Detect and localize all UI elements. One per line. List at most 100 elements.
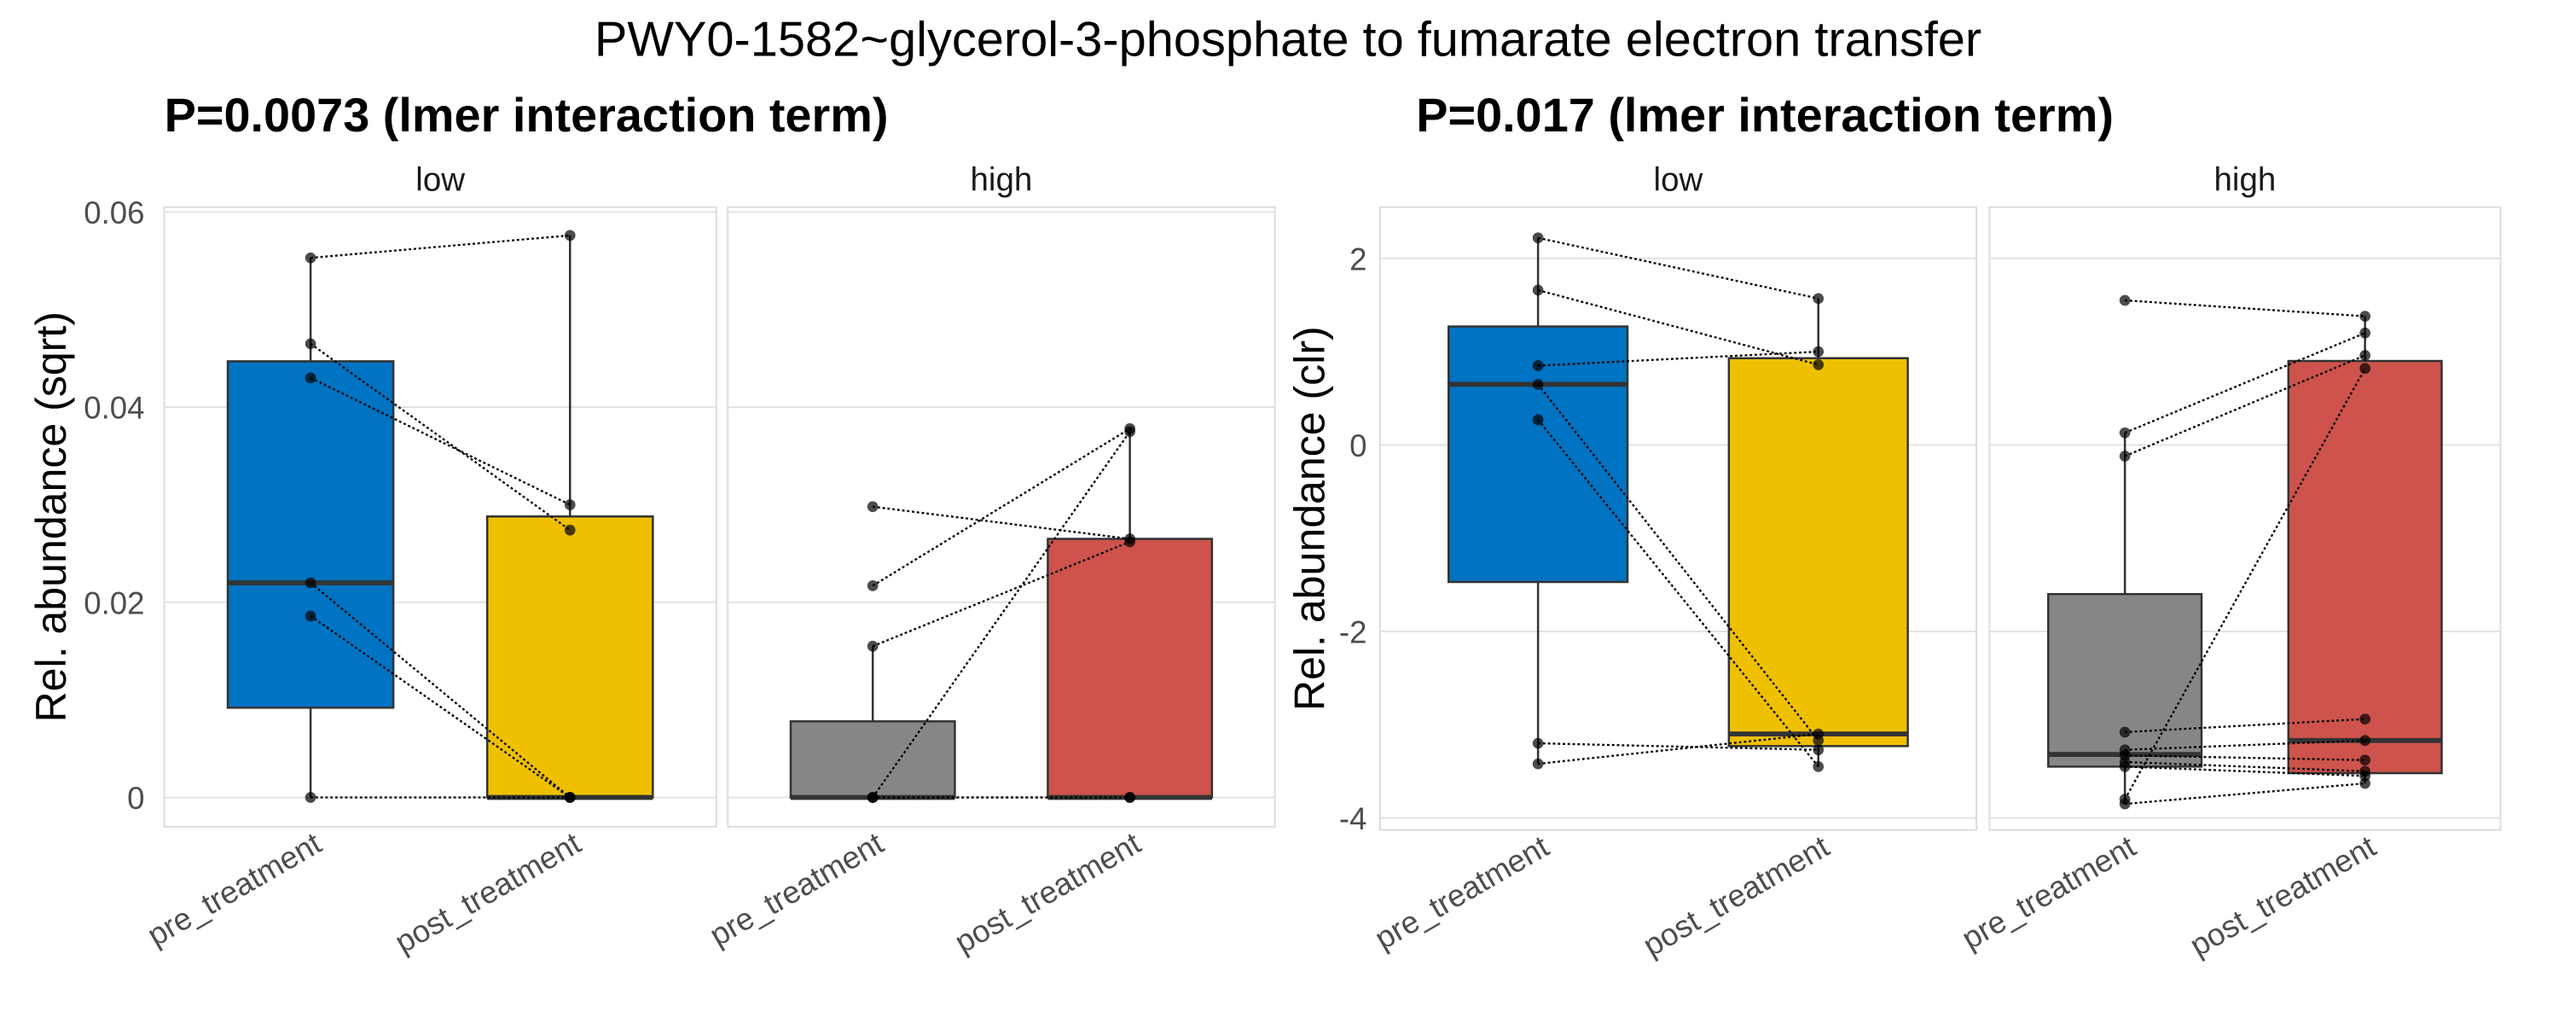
y-tick-label: -4	[1339, 801, 1367, 836]
data-point	[1532, 360, 1544, 371]
pair-line	[2125, 739, 2365, 751]
strip-label: high	[2213, 161, 2276, 198]
pair-line	[310, 376, 571, 506]
data-point	[1124, 792, 1135, 803]
data-point	[867, 792, 879, 803]
y-tick-label: 0.02	[84, 585, 144, 620]
x-tick-label: pre_treatment	[1956, 829, 2142, 956]
pair-line	[2124, 332, 2366, 434]
left-subtitle: P=0.0073 (lmer interaction term)	[165, 88, 889, 142]
strip-label: low	[415, 161, 465, 198]
x-tick-label: pre_treatment	[1369, 829, 1555, 956]
data-point	[2119, 294, 2131, 306]
plots: Rel. abundance (sqrt) 0 0.02 0.04 0.06 low pre…	[27, 161, 2502, 963]
box	[485, 515, 654, 799]
pair-line	[1537, 383, 1819, 742]
pair-line	[2125, 299, 2365, 317]
pair-line	[2125, 765, 2365, 777]
x-tick-label: pre_treatment	[704, 825, 890, 952]
pair-line	[1537, 236, 1819, 300]
data-point	[2359, 777, 2371, 789]
data-point	[2119, 451, 2131, 462]
box	[2047, 592, 2203, 768]
pair-line	[2125, 718, 2365, 734]
box	[2287, 359, 2443, 775]
data-point	[564, 792, 576, 803]
box	[789, 720, 956, 799]
pair-line	[310, 234, 571, 259]
x-tick-label: post_treatment	[949, 825, 1146, 960]
data-point	[2119, 427, 2131, 439]
x-tick-label: post_treatment	[2184, 829, 2382, 963]
x-tick-label: pre_treatment	[142, 825, 328, 952]
pair-line	[1537, 288, 1819, 366]
data-point	[564, 230, 576, 241]
data-point	[2359, 311, 2371, 322]
panel-high: high pre_treatment post_treatment	[704, 161, 1276, 960]
data-point	[867, 580, 879, 591]
pair-line	[872, 428, 1131, 587]
plot-1: Rel. abundance (clr) -4 -2 0 2 low pre_treatme…	[1285, 161, 2502, 963]
data-point	[1813, 293, 1825, 305]
pair-line	[1537, 419, 1819, 768]
box	[1727, 357, 1909, 748]
box	[226, 360, 395, 709]
pair-line	[310, 342, 571, 532]
data-point	[2359, 327, 2371, 339]
data-point	[867, 640, 879, 652]
pair-line	[873, 505, 1130, 540]
pair-line	[872, 540, 1131, 648]
pair-line	[1538, 742, 1819, 751]
data-point	[305, 252, 316, 264]
y-tick-label: -2	[1339, 614, 1367, 649]
y-tick-label: 0.04	[84, 391, 144, 426]
data-point	[305, 792, 316, 803]
data-point	[1532, 284, 1544, 296]
data-point	[1813, 728, 1825, 740]
y-tick-label: 0.06	[84, 195, 144, 230]
data-point	[2359, 363, 2371, 375]
pair-line	[2125, 782, 2365, 806]
pair-line	[872, 431, 1131, 799]
data-point	[867, 501, 879, 513]
pair-line	[2125, 754, 2365, 761]
data-point	[1813, 359, 1825, 370]
data-point	[1813, 744, 1825, 756]
y-tick-label: 0	[1349, 428, 1366, 463]
panel-high: high pre_treatment post_treatment	[1956, 161, 2502, 963]
pair-line	[310, 582, 571, 799]
y-tick-label: 0	[127, 781, 144, 816]
data-point	[2359, 754, 2371, 766]
box	[1047, 538, 1214, 799]
y-axis-label: Rel. abundance (clr)	[1285, 326, 1333, 711]
data-point	[305, 577, 316, 589]
data-point	[1532, 378, 1544, 390]
pair-line	[2124, 368, 2366, 800]
y-tick-label: 2	[1349, 241, 1366, 276]
data-point	[305, 610, 316, 622]
data-point	[1532, 414, 1544, 426]
panel-low: low pre_treatment post_treatment	[1369, 161, 1977, 963]
right-subtitle: P=0.017 (lmer interaction term)	[1416, 88, 2114, 142]
data-point	[1813, 346, 1825, 358]
data-point	[2359, 770, 2371, 782]
data-point	[1813, 761, 1825, 772]
data-point	[305, 338, 316, 350]
data-point	[1532, 232, 1544, 244]
data-point	[1532, 758, 1544, 770]
data-point	[1124, 426, 1135, 438]
pair-line	[310, 614, 571, 799]
data-point	[1124, 536, 1135, 548]
data-point	[564, 499, 576, 510]
data-point	[2359, 350, 2371, 361]
plot-0: Rel. abundance (sqrt) 0 0.02 0.04 0.06 low pre…	[27, 161, 1276, 960]
x-tick-label: post_treatment	[389, 825, 587, 960]
y-axis-label: Rel. abundance (sqrt)	[27, 311, 75, 722]
data-point	[564, 524, 576, 536]
data-point	[1532, 737, 1544, 749]
data-point	[2359, 713, 2371, 725]
pair-line	[2125, 760, 2365, 772]
panel-low: low pre_treatment post_treatment	[142, 161, 717, 960]
figure-title: PWY0-1582~glycerol-3-phosphate to fumara…	[595, 13, 1981, 67]
